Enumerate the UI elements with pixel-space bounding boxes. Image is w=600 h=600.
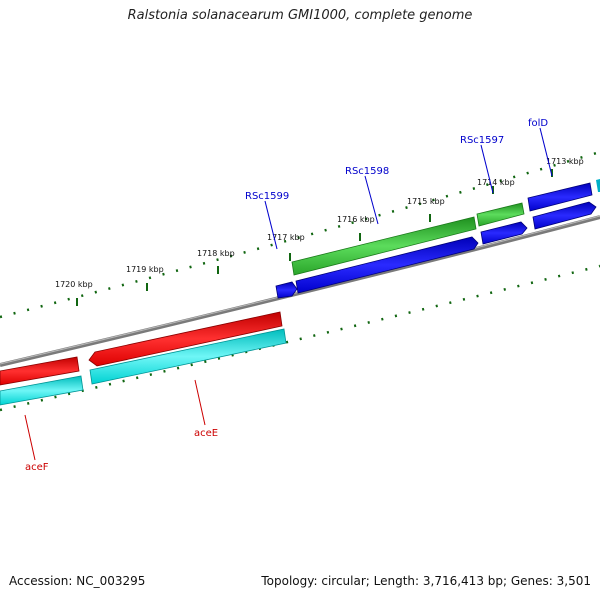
- genome-stats-text: Topology: circular; Length: 3,716,413 bp…: [261, 574, 591, 588]
- gene-rsc1597-green[interactable]: [476, 202, 525, 227]
- scale-tick-label: 1719 kbp: [126, 265, 164, 274]
- map-title: Ralstonia solanacearum GMI1000, complete…: [127, 8, 473, 23]
- cds-rsc1597[interactable]: [480, 221, 528, 245]
- gene-label-acef[interactable]: aceF: [25, 462, 49, 473]
- cds-fold[interactable]: [527, 182, 593, 212]
- gene-label-rsc1599[interactable]: RSc1599: [245, 191, 289, 202]
- cds-rsc1598[interactable]: [295, 236, 479, 294]
- scale-tick-label: 1718 kbp: [197, 249, 235, 258]
- scale-tick-label: 1715 kbp: [407, 197, 445, 206]
- major-ticks: [76, 169, 553, 306]
- scale-tick-label: 1714 kbp: [477, 178, 515, 187]
- cds-fold-segment[interactable]: [532, 201, 597, 230]
- cds-acee[interactable]: [88, 311, 283, 367]
- gene-label-rsc1597[interactable]: RSc1597: [460, 135, 504, 146]
- cds-next-gene[interactable]: [596, 179, 600, 192]
- scale-tick-label: 1716 kbp: [337, 215, 375, 224]
- inner-scale-ruler: [0, 264, 600, 412]
- gene-acef-cyan[interactable]: [0, 375, 84, 406]
- gene-label-rsc1598[interactable]: RSc1598: [345, 166, 389, 177]
- cds-acef[interactable]: [0, 356, 80, 386]
- scale-tick-label: 1713 kbp: [546, 157, 584, 166]
- genome-backbone: [0, 215, 600, 367]
- scale-tick-label: 1717 kbp: [267, 233, 305, 242]
- gene-rsc1598-green[interactable]: [291, 216, 477, 276]
- gene-acee-cyan[interactable]: [89, 328, 287, 385]
- cds-rsc1599[interactable]: [275, 281, 298, 299]
- scale-tick-label: 1720 kbp: [55, 280, 93, 289]
- accession-text: Accession: NC_003295: [9, 574, 146, 588]
- gene-label-acee[interactable]: aceE: [194, 428, 218, 439]
- gene-label-fold[interactable]: folD: [528, 118, 548, 129]
